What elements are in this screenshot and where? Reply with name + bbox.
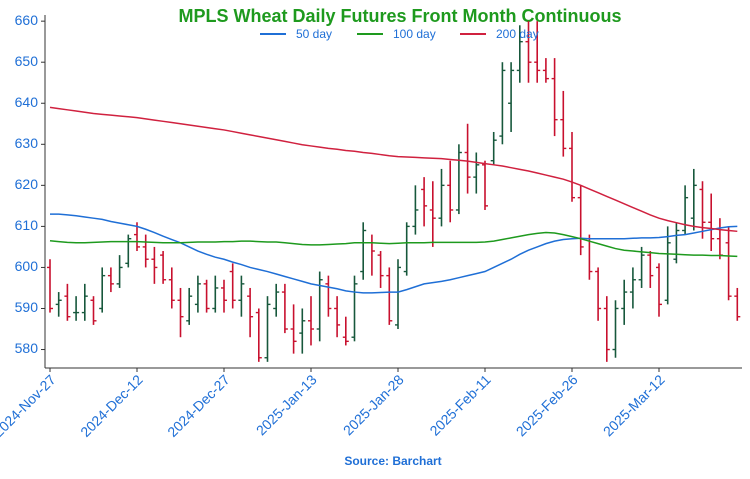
y-tick-label: 640: [15, 94, 39, 110]
y-tick-label: 650: [15, 53, 39, 69]
x-tick-label: 2025-Feb-26: [513, 371, 581, 439]
y-tick-label: 660: [15, 12, 39, 28]
legend-label: 100 day: [393, 27, 436, 41]
x-tick-label: 2024-Nov-27: [0, 371, 59, 440]
legend-label: 50 day: [296, 27, 332, 41]
x-tick-label: 2024-Dec-27: [164, 371, 233, 440]
moving-average-line: [50, 213, 738, 294]
y-tick-label: 590: [15, 299, 39, 315]
y-tick-label: 610: [15, 217, 39, 233]
y-tick-label: 580: [15, 340, 39, 356]
x-tick-label: 2025-Feb-11: [426, 371, 493, 438]
x-tick-label: 2025-Mar-12: [600, 371, 668, 439]
x-tick-label: 2025-Jan-13: [253, 371, 320, 438]
chart-title: MPLS Wheat Daily Futures Front Month Con…: [179, 6, 622, 26]
y-tick-label: 620: [15, 176, 39, 192]
x-tick-label: 2025-Jan-28: [340, 371, 407, 438]
legend-label: 200 day: [496, 27, 539, 41]
moving-average-line: [49, 106, 738, 233]
y-tick-label: 600: [15, 258, 39, 274]
source: Source: Barchart: [344, 454, 441, 468]
moving-average-line: [49, 231, 738, 258]
x-tick-label: 2024-Dec-12: [77, 371, 146, 440]
y-tick-label: 630: [15, 135, 39, 151]
